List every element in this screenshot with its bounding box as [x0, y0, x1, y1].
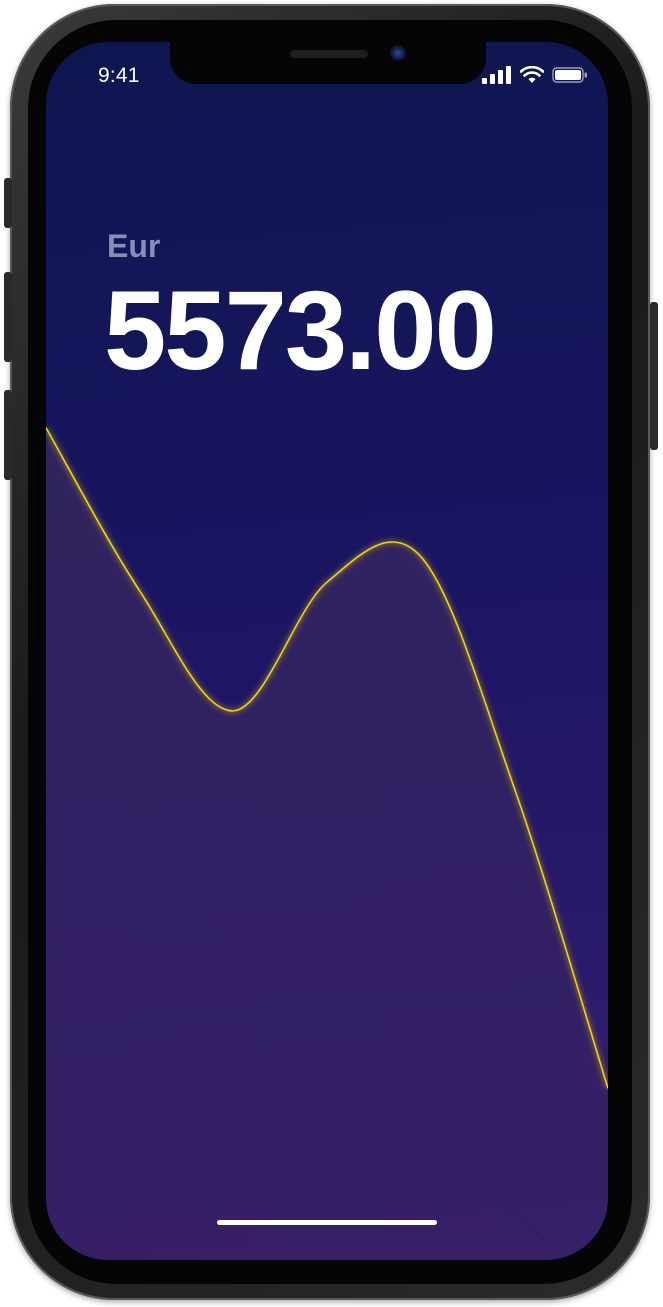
volume-up-button [4, 272, 12, 362]
balance-chart [46, 427, 608, 1260]
speaker-grille [290, 50, 368, 58]
wifi-icon [520, 66, 544, 83]
front-camera [390, 45, 406, 61]
home-indicator[interactable] [217, 1220, 437, 1225]
mute-switch [4, 178, 12, 228]
currency-label: Eur [107, 228, 161, 264]
notch [170, 42, 486, 84]
chart-line [46, 427, 608, 1089]
volume-down-button [4, 390, 12, 480]
chart-area-fill [46, 427, 608, 1260]
status-icons [482, 66, 588, 84]
power-button [650, 302, 658, 450]
balance-amount: 5573.00 [104, 268, 497, 393]
battery-icon [552, 67, 587, 83]
diagonal-shade-line [46, 781, 567, 1260]
cellular-signal-icon [482, 66, 511, 84]
app-screen: 9:41 Eur 5573.00 [46, 42, 608, 1260]
status-time: 9:41 [98, 64, 140, 87]
